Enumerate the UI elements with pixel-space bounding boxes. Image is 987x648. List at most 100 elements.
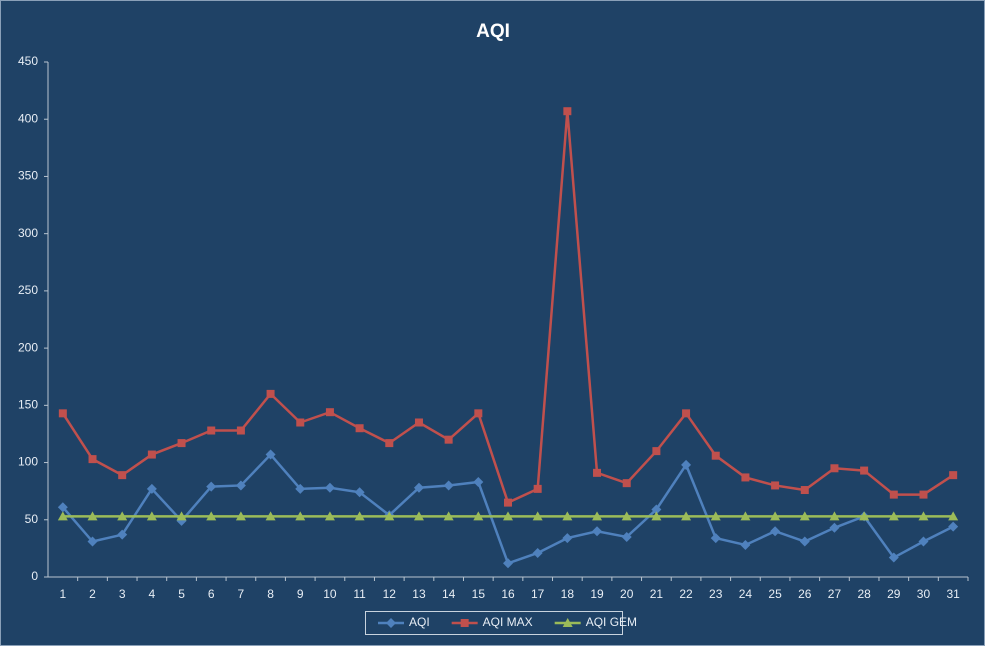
marker xyxy=(651,504,662,515)
marker xyxy=(532,511,543,521)
legend-label: AQI GEM xyxy=(586,615,637,629)
marker xyxy=(681,459,692,470)
marker xyxy=(710,511,721,521)
y-tick-label: 400 xyxy=(18,111,38,125)
marker xyxy=(325,408,334,417)
marker xyxy=(354,511,365,521)
marker xyxy=(562,511,573,521)
marker xyxy=(354,487,365,498)
x-tick-label: 24 xyxy=(739,587,753,601)
y-tick-label: 50 xyxy=(25,512,39,526)
x-tick-label: 9 xyxy=(297,587,304,601)
marker xyxy=(829,522,840,533)
marker xyxy=(681,511,692,521)
marker xyxy=(711,451,720,460)
x-tick-label: 19 xyxy=(590,587,604,601)
marker xyxy=(117,529,128,540)
marker xyxy=(532,547,543,558)
x-tick-label: 21 xyxy=(650,587,664,601)
marker xyxy=(414,418,423,427)
marker xyxy=(651,511,662,521)
marker xyxy=(117,511,128,521)
marker xyxy=(652,447,661,456)
y-tick-label: 350 xyxy=(18,169,38,183)
marker xyxy=(384,511,395,521)
marker xyxy=(740,539,751,550)
marker xyxy=(177,439,186,448)
x-tick-label: 11 xyxy=(353,587,366,601)
marker xyxy=(355,424,364,433)
marker xyxy=(860,466,869,475)
marker xyxy=(888,552,899,563)
marker xyxy=(235,511,246,521)
marker xyxy=(386,618,396,628)
marker xyxy=(770,511,781,521)
x-tick-label: 12 xyxy=(383,587,397,601)
marker xyxy=(592,526,603,537)
marker xyxy=(919,490,928,499)
marker xyxy=(87,536,98,547)
y-tick-label: 300 xyxy=(18,226,38,240)
x-tick-label: 17 xyxy=(531,587,545,601)
x-tick-label: 1 xyxy=(59,587,66,601)
marker xyxy=(593,468,602,477)
marker xyxy=(948,511,959,521)
marker xyxy=(207,426,216,435)
x-tick-label: 29 xyxy=(887,587,901,601)
marker xyxy=(266,389,275,398)
marker xyxy=(295,511,306,521)
x-tick-label: 28 xyxy=(857,587,871,601)
marker xyxy=(236,426,245,435)
marker xyxy=(460,619,469,627)
marker xyxy=(800,486,809,495)
marker xyxy=(889,490,898,499)
y-tick-label: 150 xyxy=(18,398,38,412)
marker xyxy=(87,511,98,521)
marker xyxy=(88,455,97,464)
marker xyxy=(443,480,454,491)
marker xyxy=(533,484,542,493)
marker xyxy=(710,533,721,544)
marker xyxy=(57,502,68,513)
marker xyxy=(324,511,335,521)
x-tick-label: 13 xyxy=(412,587,426,601)
legend-label: AQI xyxy=(409,615,430,629)
x-tick-label: 27 xyxy=(828,587,842,601)
marker xyxy=(918,511,929,521)
x-tick-label: 5 xyxy=(178,587,185,601)
marker xyxy=(592,511,603,521)
x-tick-label: 7 xyxy=(238,587,245,601)
marker xyxy=(118,471,127,480)
marker xyxy=(295,483,306,494)
marker xyxy=(949,471,958,480)
marker xyxy=(682,409,691,418)
marker xyxy=(740,511,751,521)
marker xyxy=(206,481,217,492)
marker xyxy=(296,418,305,427)
marker xyxy=(473,511,484,521)
marker xyxy=(799,511,810,521)
x-tick-label: 4 xyxy=(149,587,156,601)
marker xyxy=(206,511,217,521)
marker xyxy=(443,511,454,521)
marker xyxy=(562,533,573,544)
x-tick-label: 30 xyxy=(917,587,931,601)
y-tick-label: 100 xyxy=(18,455,38,469)
x-tick-label: 10 xyxy=(323,587,337,601)
marker xyxy=(176,511,187,521)
x-tick-label: 15 xyxy=(472,587,486,601)
marker xyxy=(621,531,632,542)
marker xyxy=(622,479,631,488)
marker xyxy=(741,473,750,482)
marker xyxy=(57,511,68,521)
marker xyxy=(503,558,513,569)
marker xyxy=(562,618,573,627)
y-tick-label: 0 xyxy=(31,569,38,583)
marker xyxy=(918,536,929,547)
marker xyxy=(859,511,870,521)
marker xyxy=(503,511,513,521)
legend-label: AQI MAX xyxy=(483,615,533,629)
x-tick-label: 3 xyxy=(119,587,126,601)
